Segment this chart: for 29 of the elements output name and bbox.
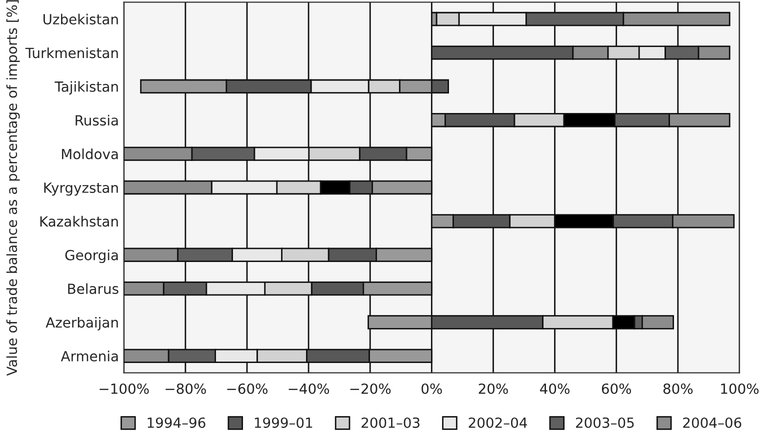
y-tick-label: Kazakhstan bbox=[40, 216, 118, 227]
x-tick-label: 0% bbox=[422, 383, 442, 394]
y-tick-label: Armenia bbox=[60, 350, 118, 362]
y-axis-title: Value of trade balance as a percentage of imports [%] bbox=[6, 0, 20, 376]
x-tick-label: −60% bbox=[227, 383, 268, 394]
x-tick-label: 100% bbox=[721, 383, 759, 394]
x-tick-label: −100% bbox=[100, 383, 149, 394]
y-tick-label: Georgia bbox=[65, 250, 118, 264]
y-tick-label: Russia bbox=[76, 114, 118, 126]
legend-label: 2002–04 bbox=[468, 417, 527, 428]
y-tick-label: Uzbekistan bbox=[44, 14, 118, 24]
x-tick-label: −80% bbox=[166, 383, 206, 394]
y-tick-label: Azerbaijan bbox=[46, 316, 118, 330]
x-tick-label: 60% bbox=[602, 383, 632, 394]
legend-label: 2003–05 bbox=[576, 417, 634, 428]
y-tick-label: Kyrgyzstan bbox=[44, 182, 118, 196]
y-tick-label: Turkmenistan bbox=[25, 47, 118, 58]
legend-label: 1999–01 bbox=[254, 417, 312, 428]
legend-label: 1994–96 bbox=[148, 417, 206, 428]
x-tick-label: 80% bbox=[663, 383, 693, 394]
x-tick-label: 20% bbox=[478, 383, 508, 394]
x-tick-label: −20% bbox=[350, 383, 391, 394]
x-tick-label: 40% bbox=[540, 383, 570, 394]
x-tick-label: −40% bbox=[288, 383, 330, 394]
y-tick-label: Moldova bbox=[62, 148, 118, 160]
y-tick-label: Tajikistan bbox=[54, 81, 118, 95]
legend-label: 2004–06 bbox=[683, 417, 742, 428]
legend-label: 2001–03 bbox=[362, 417, 420, 428]
y-tick-label: Belarus bbox=[68, 283, 118, 294]
